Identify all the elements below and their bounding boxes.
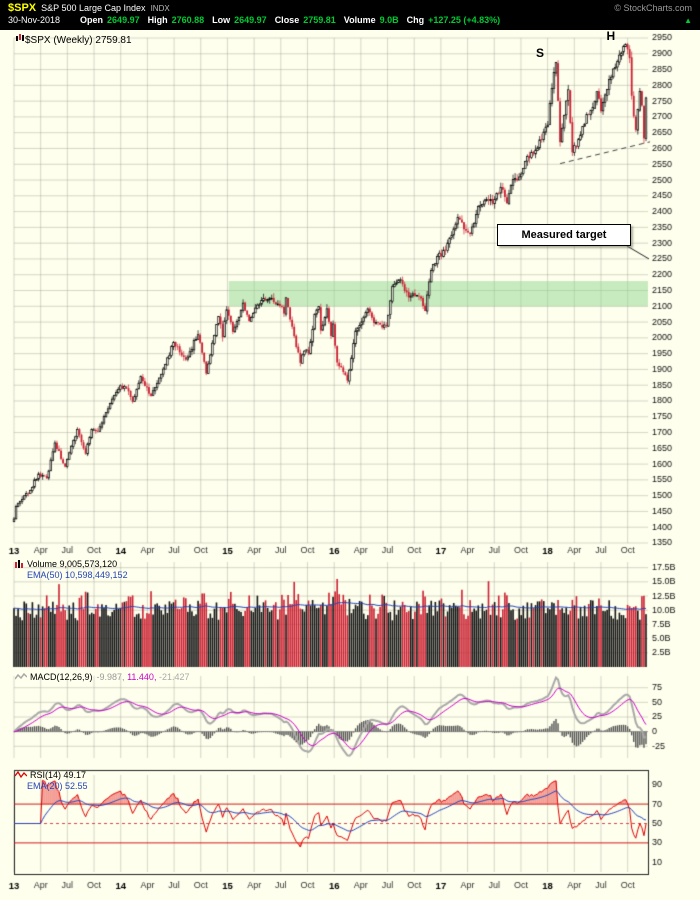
macd-value: -9.987, bbox=[96, 672, 125, 682]
rsi-legend-text: RSI(14) 49.17 bbox=[30, 770, 87, 780]
high-value: 2760.88 bbox=[171, 15, 205, 25]
macd-legend: MACD(12,26,9) -9.987, 11.440, -21.427 bbox=[14, 672, 190, 683]
quote-date: 30-Nov-2018 bbox=[8, 15, 61, 25]
header-title-row: $SPX S&P 500 Large Cap Index INDX © Stoc… bbox=[0, 0, 700, 14]
measured-target-callout: Measured target bbox=[497, 224, 631, 246]
main-legend-text: $SPX (Weekly) 2759.81 bbox=[25, 35, 132, 46]
macd-signal-value: 11.440, bbox=[127, 672, 157, 682]
up-arrow-icon: ▲ bbox=[684, 15, 692, 25]
index-name: S&P 500 Large Cap Index bbox=[41, 3, 146, 13]
volume-legend-text: Volume 9,005,573,120 bbox=[27, 559, 118, 569]
left-shoulder-label: S bbox=[536, 45, 545, 60]
macd-hist-value: -21.427 bbox=[158, 672, 190, 682]
rsi-legend-line1: RSI(14) 49.17 bbox=[14, 770, 87, 781]
close-value: 2759.81 bbox=[303, 15, 336, 25]
macd-label: MACD(12,26,9) bbox=[30, 672, 93, 682]
symbol: $SPX bbox=[8, 2, 37, 14]
rsi-ema-text: EMA(20) 52.55 bbox=[27, 781, 88, 791]
chart-header: $SPX S&P 500 Large Cap Index INDX © Stoc… bbox=[0, 0, 700, 30]
main-chart-legend: $SPX (Weekly) 2759.81 bbox=[15, 33, 132, 46]
chg-value: +127.25 (+4.83%) bbox=[428, 15, 501, 25]
chg-label: Chg bbox=[406, 15, 425, 25]
open-value: 2649.97 bbox=[107, 15, 140, 25]
volume-label: Volume bbox=[343, 15, 376, 25]
high-label: High bbox=[147, 15, 168, 25]
stockcharts-credit: © StockCharts.com bbox=[614, 3, 692, 13]
rsi-line-icon bbox=[14, 770, 28, 781]
close-label: Close bbox=[274, 15, 300, 25]
volume-bars-icon bbox=[15, 559, 24, 570]
volume-ema-legend: EMA(50) 10,598,449,152 bbox=[27, 570, 128, 580]
rsi-ema-legend: EMA(20) 52.55 bbox=[27, 781, 88, 791]
open-label: Open bbox=[80, 15, 104, 25]
candlestick-icon bbox=[15, 34, 25, 46]
volume-value: 9.0B bbox=[379, 15, 399, 25]
exchange-label: INDX bbox=[150, 4, 170, 13]
header-quote-row: 30-Nov-2018 Open 2649.97 High 2760.88 Lo… bbox=[0, 14, 700, 25]
volume-ema-text: EMA(50) 10,598,449,152 bbox=[27, 570, 128, 580]
low-label: Low bbox=[212, 15, 231, 25]
volume-legend-line1: Volume 9,005,573,120 bbox=[15, 559, 117, 570]
low-value: 2649.97 bbox=[234, 15, 267, 25]
macd-line-icon bbox=[14, 672, 28, 683]
head-label: H bbox=[606, 29, 616, 43]
